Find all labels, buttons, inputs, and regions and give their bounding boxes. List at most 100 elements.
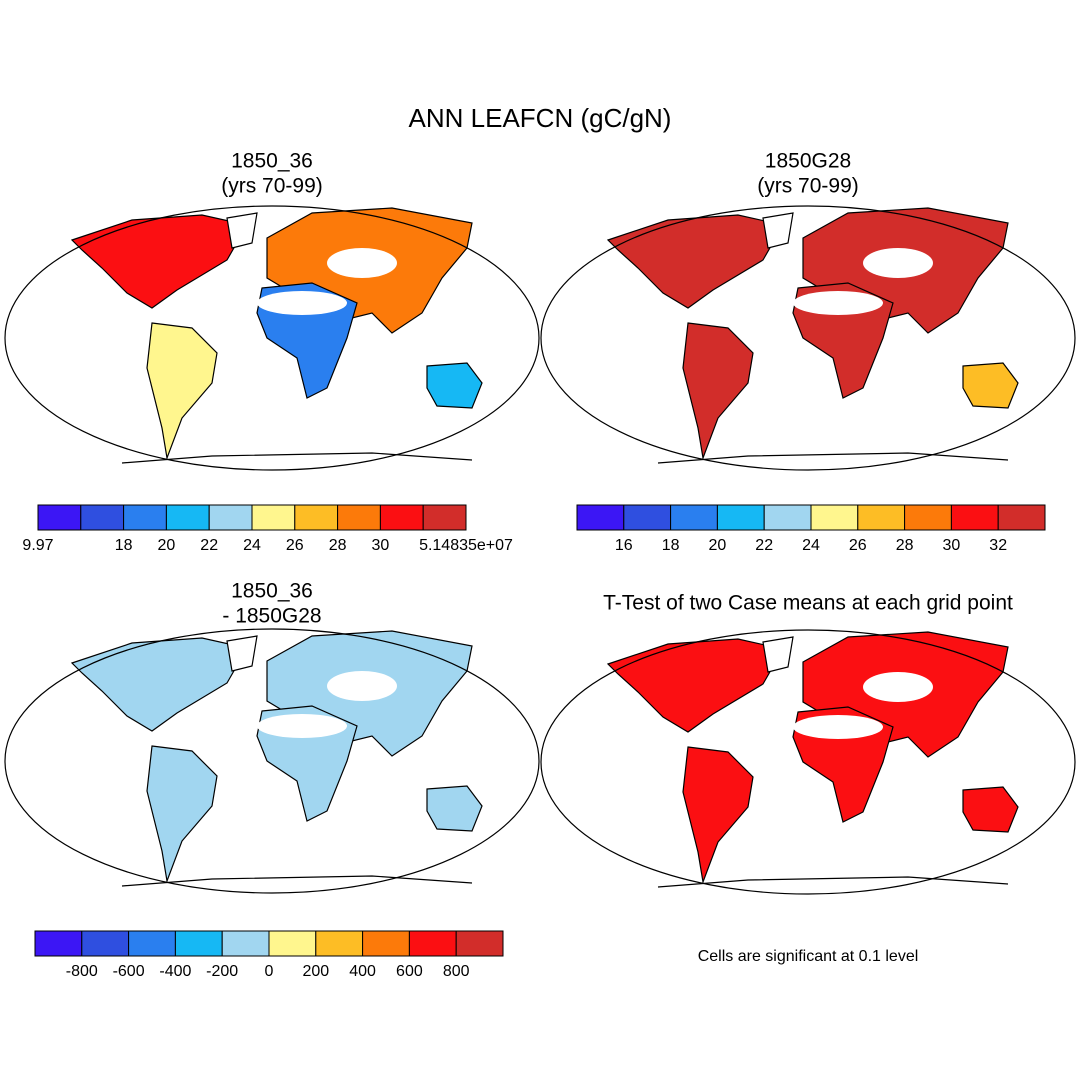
antarctica (121, 875, 473, 887)
colorbar-label: 26 (849, 537, 867, 554)
colorbar-label: 9.97 (22, 537, 53, 554)
land (426, 362, 483, 409)
no-data (863, 672, 933, 702)
antarctica (121, 452, 473, 464)
land (146, 745, 218, 884)
color-box (80, 504, 125, 531)
map-border (4, 205, 540, 471)
antarctica (657, 876, 1009, 888)
color-box (810, 504, 859, 531)
colorbar-label: 32 (989, 537, 1007, 554)
no-data (257, 714, 347, 738)
color-box (716, 504, 765, 531)
colorbar-label: -400 (159, 963, 191, 980)
color-box (221, 930, 270, 957)
land (682, 746, 754, 885)
colorbar-label: 30 (943, 537, 961, 554)
land (762, 212, 794, 249)
no-data (793, 291, 883, 315)
map (4, 205, 540, 471)
color-box (337, 504, 381, 531)
colorbar-label: 200 (302, 963, 329, 980)
colorbar-label: -800 (66, 963, 98, 980)
land (962, 786, 1019, 833)
colorbar-label: 400 (349, 963, 376, 980)
colorbar-label: 16 (615, 537, 633, 554)
colorbar-label: 24 (802, 537, 820, 554)
map (540, 205, 1076, 471)
colorbar-label: 24 (243, 537, 261, 554)
colorbar-label: 18 (115, 537, 133, 554)
land (146, 322, 218, 461)
color-box (857, 504, 906, 531)
color-box (123, 504, 167, 531)
colorbar-label: 26 (286, 537, 304, 554)
note: Cells are significant at 0.1 level (698, 948, 919, 965)
land (606, 214, 784, 309)
panel-title: 1850G28 (765, 150, 851, 173)
color-box (251, 504, 296, 531)
colorbar-label: 18 (662, 537, 680, 554)
color-box (950, 504, 999, 531)
map-border (4, 628, 540, 894)
panel-title: 1850_36 (231, 150, 313, 173)
color-box (623, 504, 672, 531)
color-box (670, 504, 718, 531)
colorbar-label: 22 (200, 537, 218, 554)
land (70, 214, 248, 309)
color-box (408, 930, 457, 957)
no-data (863, 248, 933, 278)
land (226, 635, 258, 672)
colorbar-label: 20 (158, 537, 176, 554)
land (426, 785, 483, 832)
land (606, 638, 784, 733)
panel-title: (yrs 70-99) (221, 175, 323, 198)
color-box (81, 930, 130, 957)
map (4, 628, 540, 894)
panel-title: - 1850G28 (222, 605, 321, 628)
land (962, 362, 1019, 409)
colorbar-label: 28 (329, 537, 347, 554)
colorbar-label: 5.14835e+07 (419, 537, 513, 554)
panel-title: (yrs 70-99) (757, 175, 859, 198)
color-box (362, 930, 410, 957)
colorbar-label: 20 (709, 537, 727, 554)
color-box (904, 504, 952, 531)
color-box (379, 504, 424, 531)
color-box (315, 930, 364, 957)
land (70, 637, 248, 732)
no-data (327, 671, 397, 701)
panel-title: T-Test of two Case means at each grid po… (603, 592, 1013, 615)
no-data (257, 291, 347, 315)
color-box (455, 930, 504, 957)
color-box (128, 930, 176, 957)
figure-title: ANN LEAFCN (gC/gN) (409, 103, 672, 133)
colorbar-label: 800 (443, 963, 470, 980)
land (682, 322, 754, 461)
no-data (793, 715, 883, 739)
panel-title: 1850_36 (231, 580, 313, 603)
land (226, 212, 258, 249)
color-box (576, 504, 625, 531)
land (762, 636, 794, 673)
map-border (540, 205, 1076, 471)
color-box (34, 930, 83, 957)
antarctica (657, 452, 1009, 464)
color-box (37, 504, 82, 531)
color-box (422, 504, 467, 531)
colorbar-label: 28 (896, 537, 914, 554)
map (540, 629, 1076, 895)
colorbar-label: 22 (755, 537, 773, 554)
colorbar-label: 30 (372, 537, 390, 554)
map-border (540, 629, 1076, 895)
color-box (268, 930, 317, 957)
colorbar-label: -600 (113, 963, 145, 980)
color-box (208, 504, 253, 531)
colorbar-label: -200 (206, 963, 238, 980)
color-box (997, 504, 1046, 531)
color-box (174, 930, 223, 957)
colorbar-label: 600 (396, 963, 423, 980)
colorbar-label: 0 (265, 963, 274, 980)
no-data (327, 248, 397, 278)
